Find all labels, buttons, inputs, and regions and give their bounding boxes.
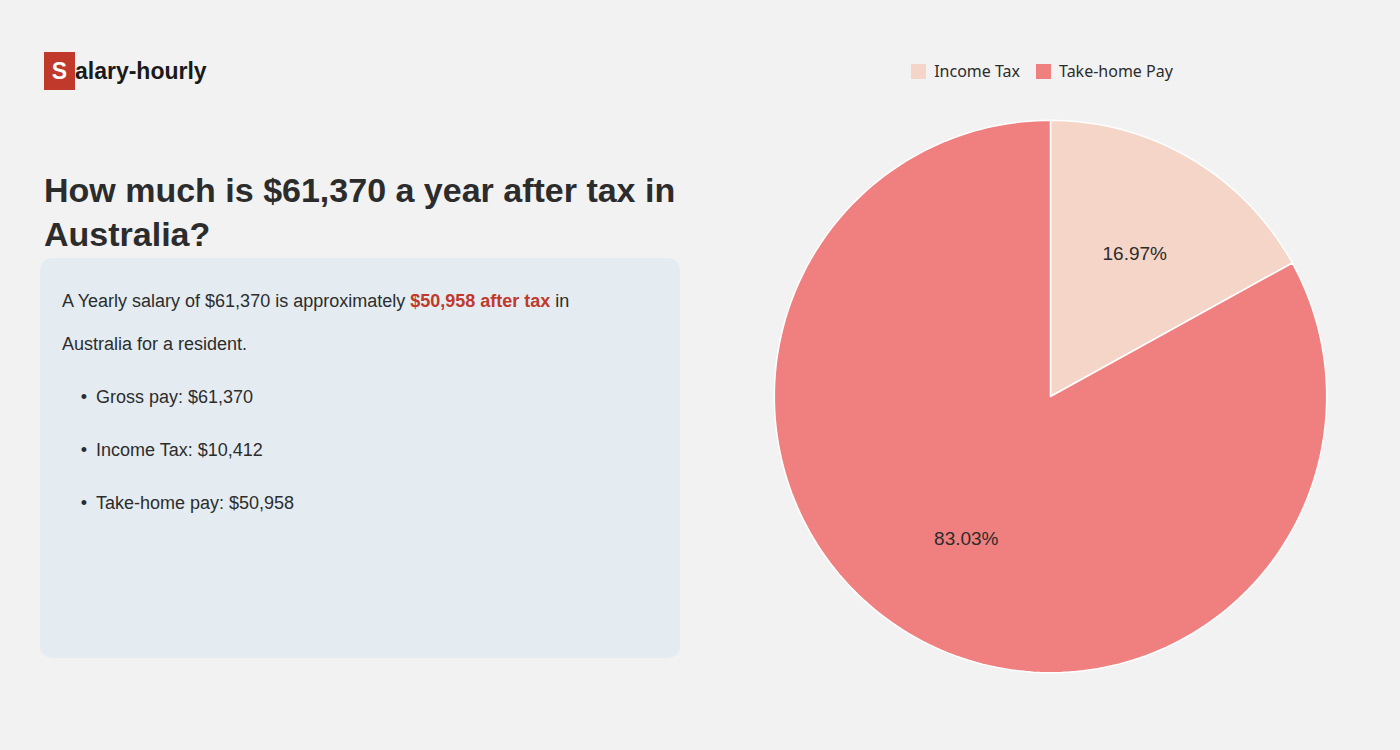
svg-text:83.03%: 83.03% bbox=[934, 528, 999, 549]
html-text:Income Tax: $10,412: Income Tax: $10,412 bbox=[96, 440, 263, 460]
html-text:How much is $61,370 a year aft: How much is $61,370 a year after tax in bbox=[44, 171, 676, 209]
html-text:A Yearly salary of $61,370 is: A Yearly salary of $61,370 is approximat… bbox=[62, 291, 570, 311]
html-text:Gross pay: $61,370: Gross pay: $61,370 bbox=[96, 387, 254, 407]
svg-text:16.97%: 16.97% bbox=[1102, 242, 1167, 263]
html-text:Australia?: Australia? bbox=[44, 215, 211, 254]
html-text:S alary-hourly: S alary-hourly bbox=[51, 57, 207, 84]
html-text:Australia for a resident.: Australia for a resident. bbox=[62, 334, 248, 354]
html-text:Take-home Pay: Take-home Pay bbox=[1059, 60, 1173, 82]
html-text:Income Tax: Income Tax bbox=[934, 60, 1020, 82]
html-text:Take-home pay: $50,958: Take-home pay: $50,958 bbox=[96, 493, 295, 513]
